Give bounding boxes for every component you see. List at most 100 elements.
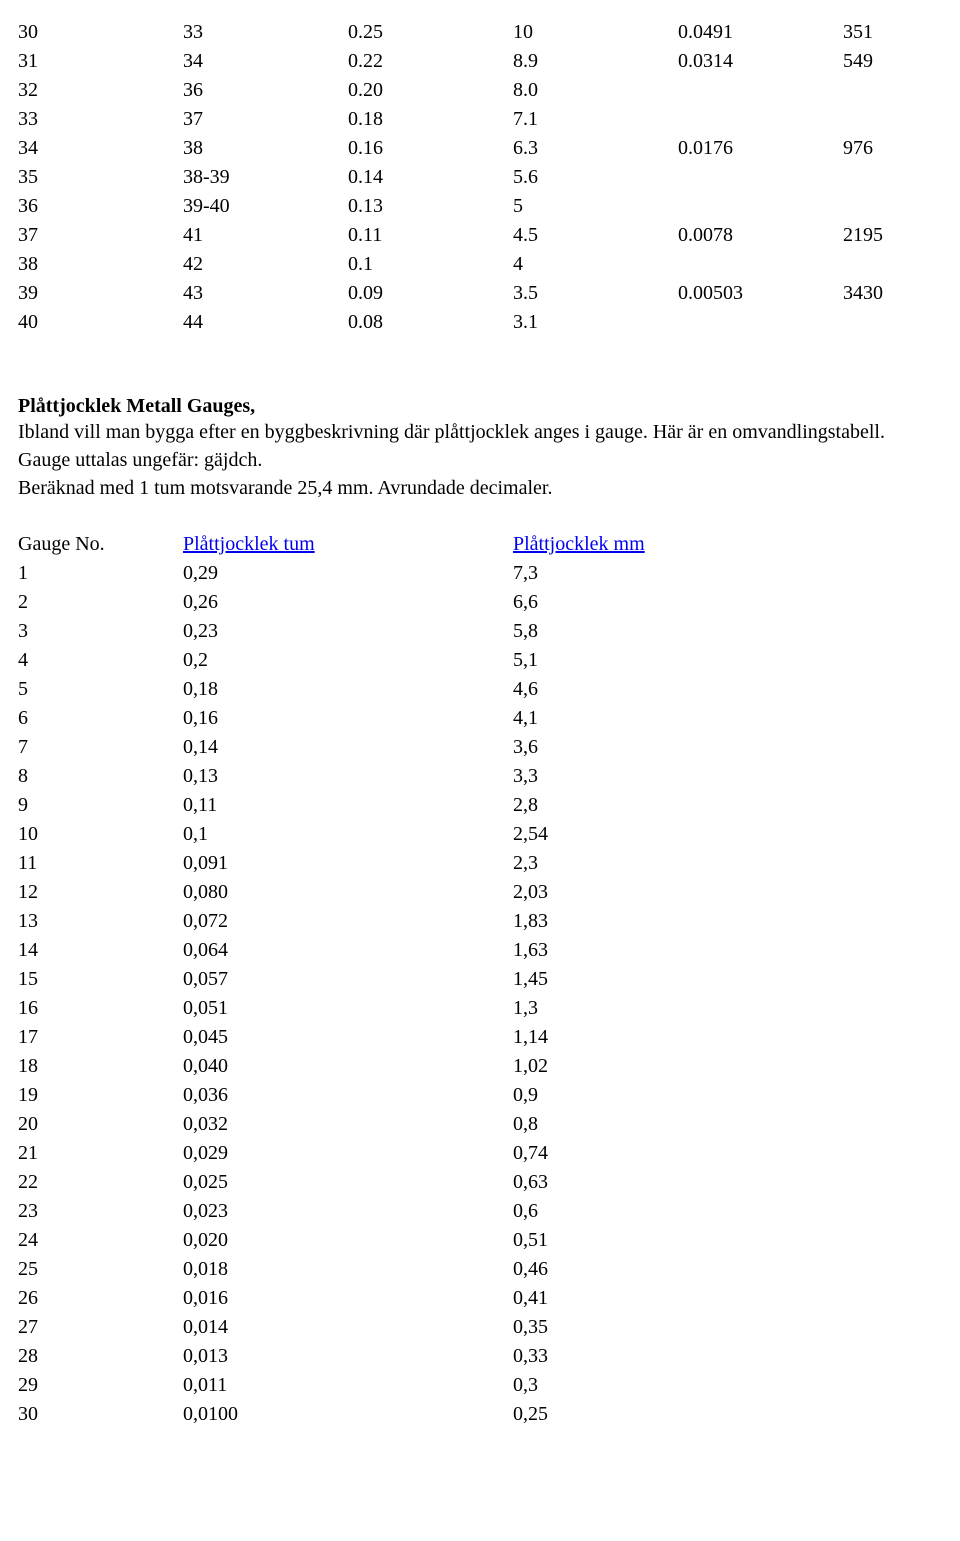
table-cell: 0,16 (183, 704, 513, 733)
table-cell: 1,63 (513, 936, 942, 965)
table-row: 150,0571,45 (18, 965, 942, 994)
table-cell (678, 192, 843, 221)
table-row: 30330.25100.0491351 (18, 18, 942, 47)
table-cell: 24 (18, 1226, 183, 1255)
table-row: 260,0160,41 (18, 1284, 942, 1313)
table-cell: 35 (18, 163, 183, 192)
table-cell: 42 (183, 250, 348, 279)
table-cell: 16 (18, 994, 183, 1023)
table-cell: 22 (18, 1168, 183, 1197)
table-cell: 7.1 (513, 105, 678, 134)
table-cell: 0,14 (183, 733, 513, 762)
table-cell: 0.1 (348, 250, 513, 279)
table-cell: 38-39 (183, 163, 348, 192)
table-cell: 36 (183, 76, 348, 105)
table-cell: 4,6 (513, 675, 942, 704)
table-cell: 0,18 (183, 675, 513, 704)
table-cell: 30 (18, 1400, 183, 1429)
gauge-header-col-3[interactable]: Plåttjocklek mm (513, 530, 942, 559)
table-cell: 6 (18, 704, 183, 733)
table-cell: 8 (18, 762, 183, 791)
table-row: 20,266,6 (18, 588, 942, 617)
table-cell: 11 (18, 849, 183, 878)
table-row: 30,235,8 (18, 617, 942, 646)
table-cell: 0,011 (183, 1371, 513, 1400)
table-cell: 39 (18, 279, 183, 308)
table-cell: 3.1 (513, 308, 678, 337)
table-cell: 0,33 (513, 1342, 942, 1371)
table-cell: 40 (18, 308, 183, 337)
table-cell: 0,1 (183, 820, 513, 849)
table-cell: 0.0491 (678, 18, 843, 47)
table-cell (843, 250, 942, 279)
table-cell: 6.3 (513, 134, 678, 163)
gauge-table: 10,297,320,266,630,235,840,25,150,184,66… (18, 559, 942, 1429)
table-cell: 3 (18, 617, 183, 646)
table-cell (678, 250, 843, 279)
table-cell (843, 192, 942, 221)
table-row: 40440.083.1 (18, 308, 942, 337)
table-cell: 38 (18, 250, 183, 279)
table-row: 190,0360,9 (18, 1081, 942, 1110)
table-cell: 0.00503 (678, 279, 843, 308)
table-cell: 351 (843, 18, 942, 47)
table-cell: 0,46 (513, 1255, 942, 1284)
table-cell: 19 (18, 1081, 183, 1110)
table-cell: 2,03 (513, 878, 942, 907)
table-row: 160,0511,3 (18, 994, 942, 1023)
table-cell: 8.0 (513, 76, 678, 105)
table-row: 37410.114.50.00782195 (18, 221, 942, 250)
table-row: 32360.208.0 (18, 76, 942, 105)
table-cell: 4,1 (513, 704, 942, 733)
table-cell: 0,8 (513, 1110, 942, 1139)
table-cell: 20 (18, 1110, 183, 1139)
table-cell: 0,26 (183, 588, 513, 617)
table-cell: 0,63 (513, 1168, 942, 1197)
gauge-header-col-2[interactable]: Plåttjocklek tum (183, 530, 513, 559)
table-row: 170,0451,14 (18, 1023, 942, 1052)
table-cell: 0.13 (348, 192, 513, 221)
table-cell: 0,018 (183, 1255, 513, 1284)
description-paragraph-1: Ibland vill man bygga efter en byggbeskr… (18, 418, 942, 474)
table-cell: 9 (18, 791, 183, 820)
table-cell: 13 (18, 907, 183, 936)
table-cell: 0,064 (183, 936, 513, 965)
table-row: 80,133,3 (18, 762, 942, 791)
table-cell: 18 (18, 1052, 183, 1081)
table-cell: 37 (18, 221, 183, 250)
table-row: 270,0140,35 (18, 1313, 942, 1342)
table-cell: 0,013 (183, 1342, 513, 1371)
table-cell: 44 (183, 308, 348, 337)
table-cell: 0,6 (513, 1197, 942, 1226)
table-cell: 3,6 (513, 733, 942, 762)
table-cell: 0,020 (183, 1226, 513, 1255)
table-cell: 0,036 (183, 1081, 513, 1110)
table-cell: 25 (18, 1255, 183, 1284)
table-cell: 0.25 (348, 18, 513, 47)
table-row: 110,0912,3 (18, 849, 942, 878)
table-cell: 28 (18, 1342, 183, 1371)
table-cell: 12 (18, 878, 183, 907)
table-cell: 0,23 (183, 617, 513, 646)
table-cell: 0,25 (513, 1400, 942, 1429)
table-cell: 0.18 (348, 105, 513, 134)
table-cell: 36 (18, 192, 183, 221)
table-cell: 1,14 (513, 1023, 942, 1052)
table-cell: 27 (18, 1313, 183, 1342)
table-cell: 1,02 (513, 1052, 942, 1081)
table-cell: 34 (183, 47, 348, 76)
table-cell: 15 (18, 965, 183, 994)
table-row: 90,112,8 (18, 791, 942, 820)
table-cell: 0,0100 (183, 1400, 513, 1429)
table-cell: 0,35 (513, 1313, 942, 1342)
table-cell: 6,6 (513, 588, 942, 617)
gauge-header-col-1: Gauge No. (18, 530, 183, 559)
table-cell: 0.0078 (678, 221, 843, 250)
table-cell: 2195 (843, 221, 942, 250)
table-row: 140,0641,63 (18, 936, 942, 965)
table-row: 38420.14 (18, 250, 942, 279)
table-cell: 0,023 (183, 1197, 513, 1226)
table-cell: 0,091 (183, 849, 513, 878)
table-cell: 0.09 (348, 279, 513, 308)
table-cell: 0.08 (348, 308, 513, 337)
